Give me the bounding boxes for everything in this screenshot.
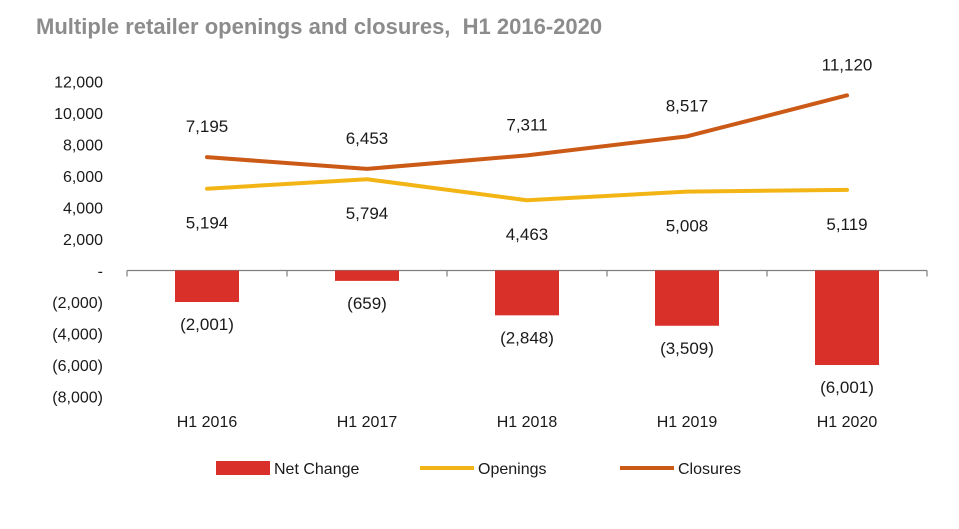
closures-data-label: 8,517 <box>666 96 709 115</box>
net-change-data-label: (2,001) <box>180 315 234 334</box>
legend-label-net-change: Net Change <box>274 461 359 478</box>
openings-line <box>205 177 849 203</box>
y-tick-label: (4,000) <box>52 327 103 344</box>
net-change-data-label: (659) <box>347 294 387 313</box>
y-tick-label: 8,000 <box>63 138 103 155</box>
net-change-bar <box>815 270 879 366</box>
y-tick-label: (2,000) <box>52 295 103 312</box>
x-category-label: H1 2017 <box>337 414 398 431</box>
closures-data-label: 6,453 <box>346 129 389 148</box>
openings-data-label: 5,194 <box>186 214 229 233</box>
legend-label-closures: Closures <box>678 461 741 478</box>
closures-data-label: 7,195 <box>186 117 229 136</box>
legend-swatch-net-change <box>216 461 270 475</box>
y-tick-label: (6,000) <box>52 358 103 375</box>
openings-data-label: 4,463 <box>506 225 549 244</box>
net-change-data-label: (2,848) <box>500 328 554 347</box>
openings-data-label: 5,008 <box>666 217 709 236</box>
net-change-bar <box>655 270 719 326</box>
x-category-label: H1 2016 <box>177 414 238 431</box>
net-change-data-label: (3,509) <box>660 339 714 358</box>
y-tick-label: 10,000 <box>54 106 103 123</box>
y-tick-label: - <box>98 264 103 281</box>
x-category-label: H1 2019 <box>657 414 718 431</box>
net-change-bar <box>495 270 559 316</box>
net-change-bar <box>335 270 399 281</box>
net-change-data-label: (6,001) <box>820 378 874 397</box>
openings-data-label: 5,119 <box>826 215 867 234</box>
openings-data-label: 5,794 <box>346 204 389 223</box>
y-tick-label: 6,000 <box>63 169 103 186</box>
legend-label-openings: Openings <box>478 461 547 478</box>
y-tick-label: 4,000 <box>63 201 103 218</box>
y-tick-label: 12,000 <box>54 75 103 92</box>
net-change-bar <box>175 270 239 303</box>
y-tick-label: (8,000) <box>52 390 103 407</box>
x-category-label: H1 2020 <box>817 414 878 431</box>
closures-data-label: 11,120 <box>822 55 873 74</box>
chart-title: Multiple retailer openings and closures,… <box>36 14 603 39</box>
closures-data-label: 7,311 <box>506 115 547 134</box>
y-tick-label: 2,000 <box>63 232 103 249</box>
x-category-label: H1 2018 <box>497 414 558 431</box>
